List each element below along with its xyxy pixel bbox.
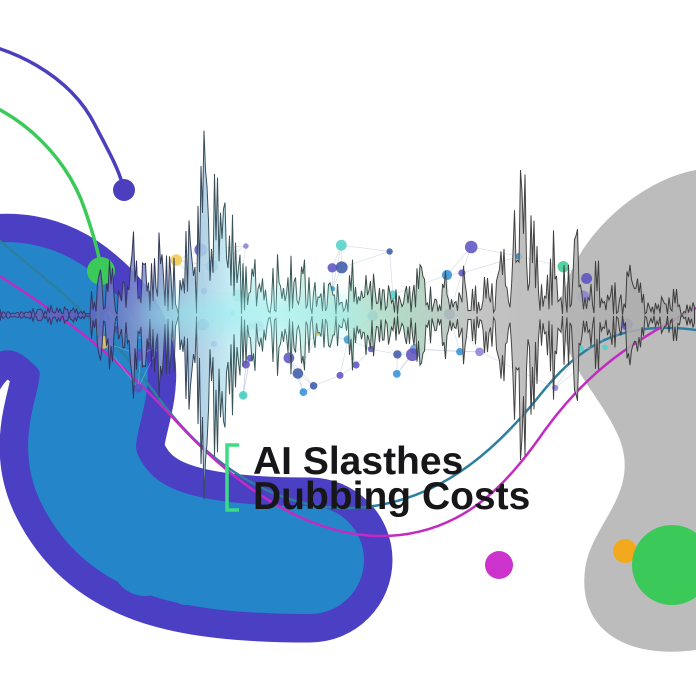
svg-text:Dubbing Costs: Dubbing Costs: [253, 475, 530, 518]
